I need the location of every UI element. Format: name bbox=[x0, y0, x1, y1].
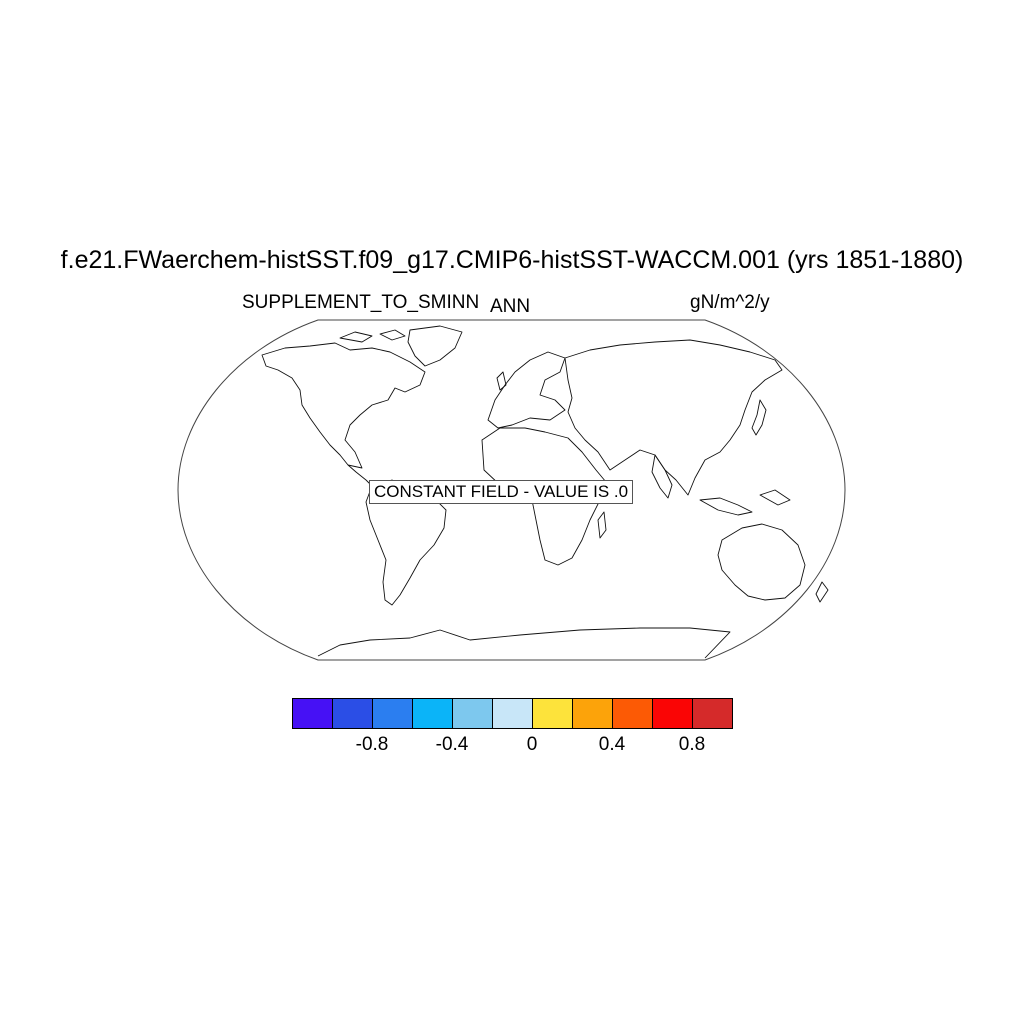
colorbar-swatch bbox=[613, 699, 653, 728]
colorbar-tick-label: 0.4 bbox=[598, 734, 626, 755]
colorbar-tick-label: -0.4 bbox=[435, 734, 469, 755]
colorbar-swatch bbox=[653, 699, 693, 728]
colorbar-tick-label: -0.8 bbox=[355, 734, 389, 755]
colorbar-swatch bbox=[493, 699, 533, 728]
madagascar-coast bbox=[597, 511, 607, 539]
colorbar-tick-label: 0.8 bbox=[678, 734, 706, 755]
season-label: ANN bbox=[490, 296, 531, 317]
colorbar bbox=[292, 698, 733, 729]
japan-coast bbox=[751, 399, 767, 436]
north-america-coast bbox=[261, 342, 426, 469]
greenland-coast bbox=[407, 325, 463, 367]
variable-label: SUPPLEMENT_TO_SMINN bbox=[242, 292, 480, 313]
europe-coast bbox=[487, 351, 566, 429]
colorbar-swatch bbox=[293, 699, 333, 728]
colorbar-swatch bbox=[413, 699, 453, 728]
new-zealand-coast bbox=[815, 581, 829, 603]
colorbar-swatch bbox=[453, 699, 493, 728]
asia-coast bbox=[564, 339, 783, 496]
constant-field-label: CONSTANT FIELD - VALUE IS .0 bbox=[369, 480, 634, 504]
antarctica-coast bbox=[317, 627, 731, 659]
british-isles bbox=[496, 371, 507, 391]
colorbar-tick-label: 0 bbox=[526, 734, 538, 755]
colorbar-swatch bbox=[693, 699, 732, 728]
arctic-islands bbox=[339, 329, 406, 343]
plot-title: f.e21.FWaerchem-histSST.f09_g17.CMIP6-hi… bbox=[60, 246, 964, 274]
australia-coast bbox=[717, 523, 806, 601]
colorbar-swatch bbox=[573, 699, 613, 728]
units-label: gN/m^2/y bbox=[690, 292, 770, 313]
colorbar-swatch bbox=[373, 699, 413, 728]
indonesia-coast bbox=[699, 489, 791, 516]
colorbar-swatch bbox=[533, 699, 573, 728]
colorbar-swatch bbox=[333, 699, 373, 728]
india-coast bbox=[651, 454, 673, 499]
